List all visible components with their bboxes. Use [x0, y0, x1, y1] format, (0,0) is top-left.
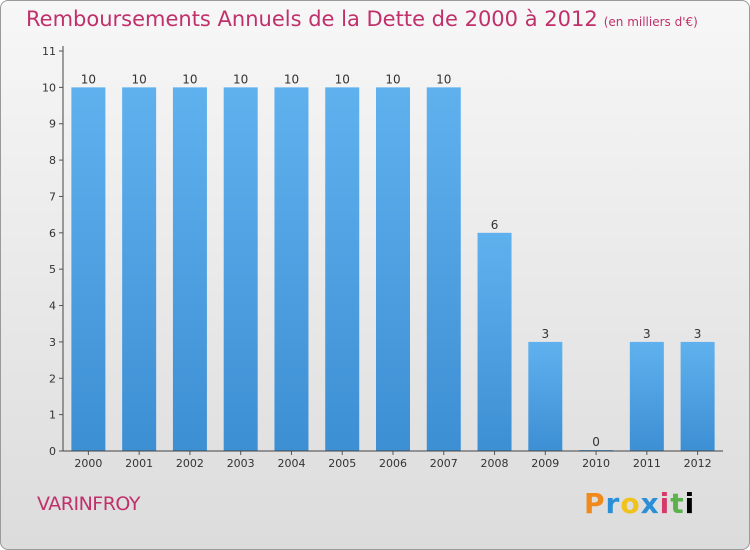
place-name: VARINFROY	[37, 493, 140, 515]
data-label: 6	[491, 218, 499, 232]
x-tick-label: 2007	[430, 457, 458, 470]
x-tick-label: 2005	[328, 457, 356, 470]
y-tick-label: 10	[42, 81, 56, 94]
bar	[629, 341, 664, 451]
bar	[528, 341, 563, 451]
data-label: 3	[694, 327, 702, 341]
y-tick-label: 5	[49, 263, 56, 276]
bar	[680, 341, 715, 451]
data-label: 10	[132, 72, 147, 86]
chart-title-text: Remboursements Annuels de la Dette de 20…	[26, 7, 598, 31]
x-tick-label: 2003	[227, 457, 255, 470]
y-tick-label: 6	[49, 227, 56, 240]
x-tick-label: 2006	[379, 457, 407, 470]
y-tick-label: 2	[49, 372, 56, 385]
bar	[274, 87, 309, 451]
x-tick-label: 2002	[176, 457, 204, 470]
data-label: 10	[81, 72, 96, 86]
x-tick-label: 2010	[582, 457, 610, 470]
bar	[223, 87, 258, 451]
x-tick-label: 2000	[74, 457, 102, 470]
x-tick-label: 2004	[277, 457, 305, 470]
y-tick-label: 7	[49, 190, 56, 203]
x-tick-label: 2011	[633, 457, 661, 470]
y-tick-label: 0	[49, 445, 56, 458]
data-label: 10	[335, 72, 350, 86]
data-label: 0	[592, 435, 600, 449]
x-tick-label: 2012	[684, 457, 712, 470]
bar	[122, 87, 157, 451]
y-tick-label: 9	[49, 118, 56, 131]
y-tick-label: 8	[49, 154, 56, 167]
y-tick-label: 1	[49, 409, 56, 422]
bar	[172, 87, 207, 451]
chart-title: Remboursements Annuels de la Dette de 20…	[26, 7, 698, 31]
x-tick-label: 2009	[531, 457, 559, 470]
data-label: 3	[541, 327, 549, 341]
data-label: 10	[233, 72, 248, 86]
x-tick-label: 2008	[481, 457, 509, 470]
y-tick-label: 11	[42, 45, 56, 58]
data-label: 10	[385, 72, 400, 86]
data-label: 10	[284, 72, 299, 86]
bar	[325, 87, 360, 451]
x-tick-label: 2001	[125, 457, 153, 470]
data-label: 10	[436, 72, 451, 86]
proxiti-logo: Proxiti	[584, 487, 696, 520]
y-tick-label: 3	[49, 336, 56, 349]
chart-unit: (en milliers d'€)	[603, 15, 698, 29]
bar	[376, 87, 410, 451]
bar	[71, 87, 106, 451]
data-label: 3	[643, 327, 651, 341]
bar	[477, 232, 512, 451]
data-label: 10	[182, 72, 197, 86]
bar	[426, 87, 461, 451]
y-tick-label: 4	[49, 300, 56, 313]
